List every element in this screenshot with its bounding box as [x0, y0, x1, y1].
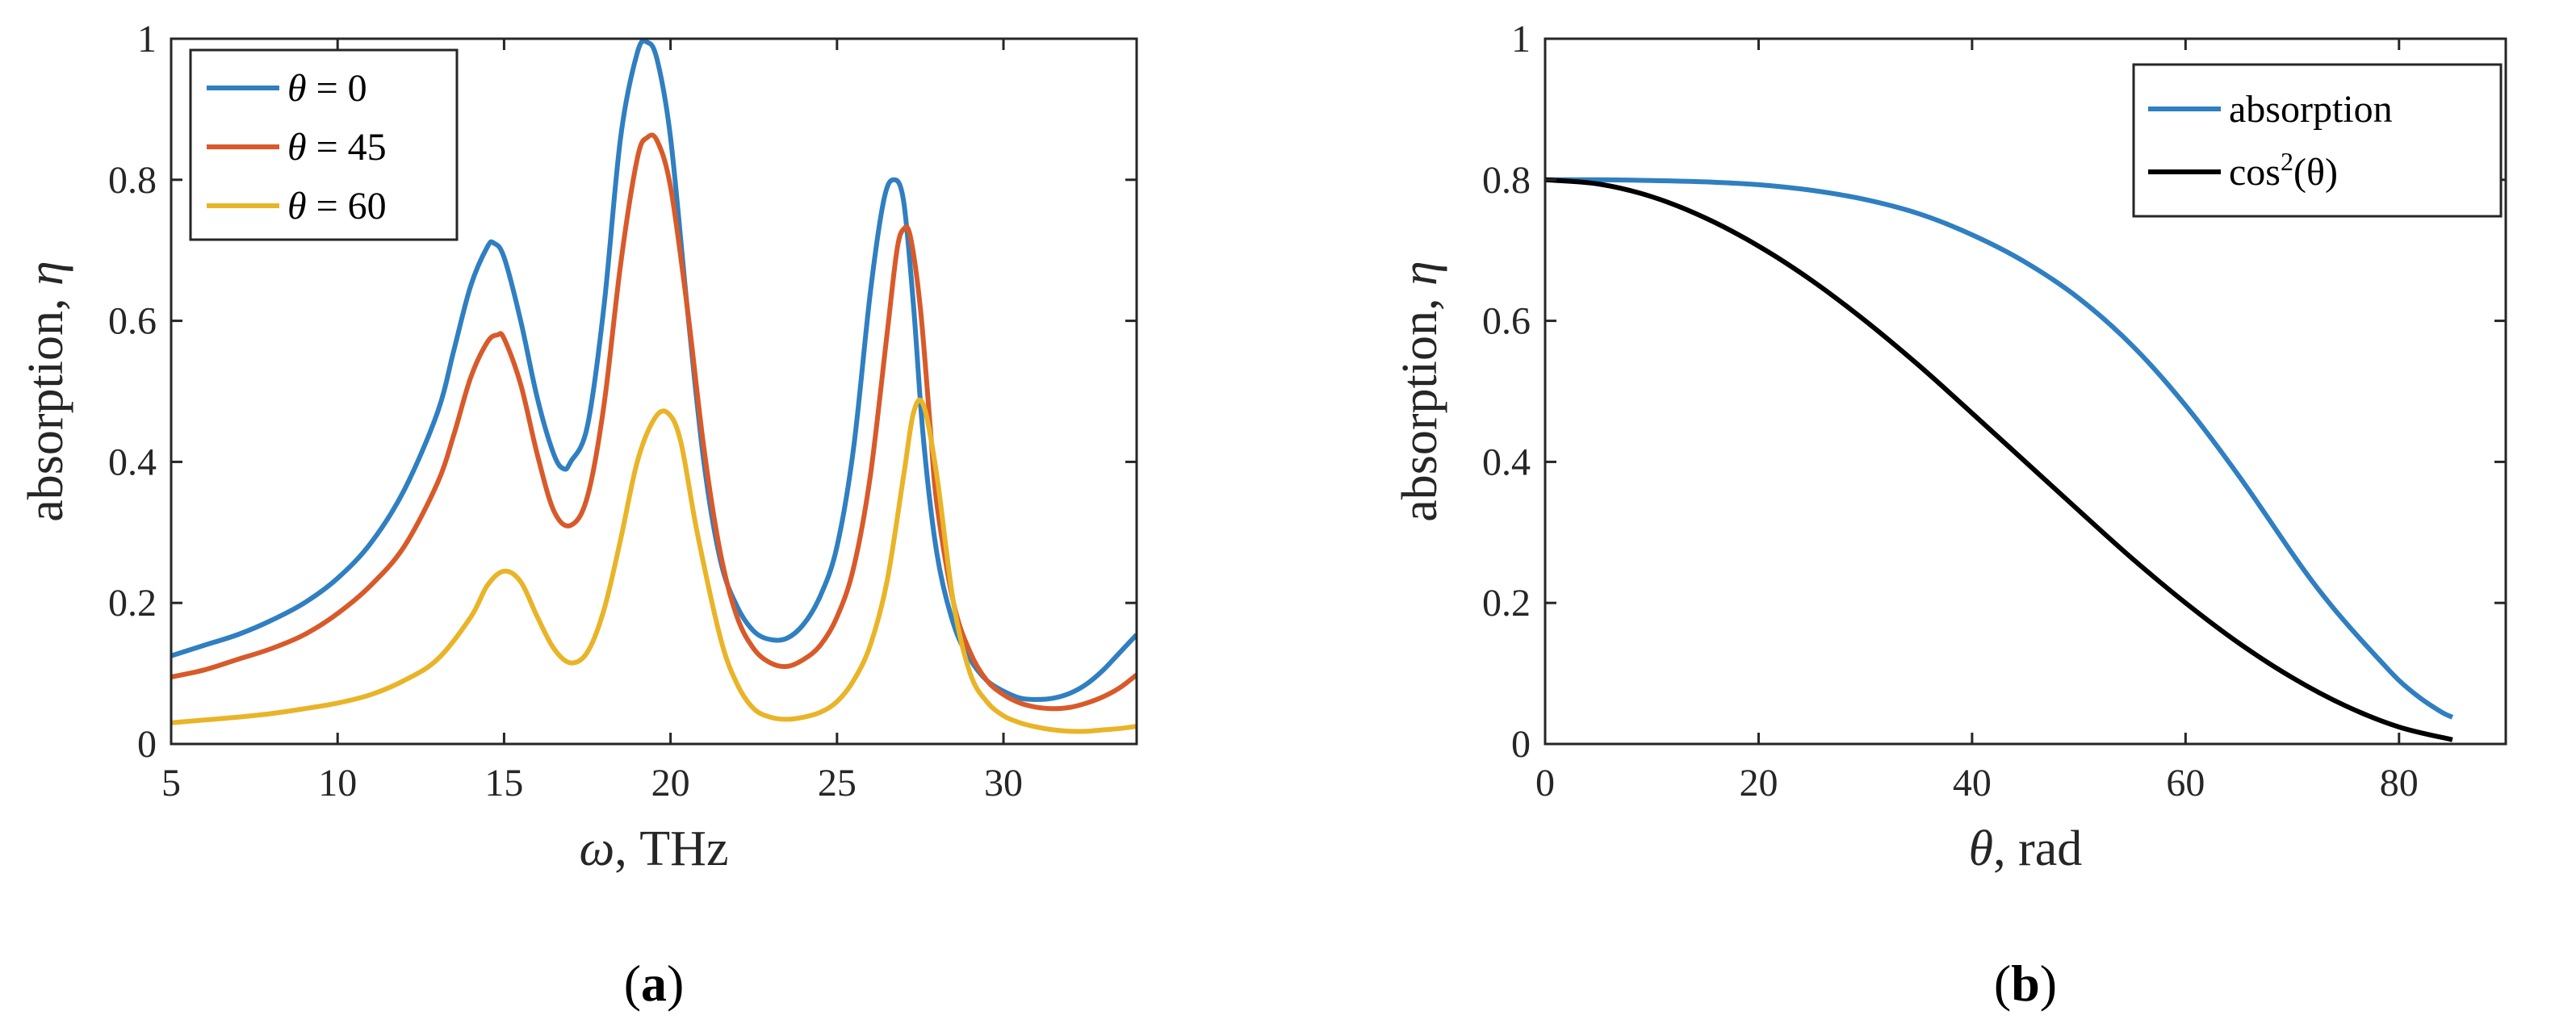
panel-a-x-tick-label-4: 25: [818, 762, 857, 804]
panel-b-y-tick-label-4: 0.8: [1482, 159, 1531, 202]
panel-b-axes-box: [1544, 37, 2507, 746]
panel-a-x-tick-label-1: 10: [318, 762, 357, 804]
panel-b-x-tick-label-4: 80: [2380, 762, 2419, 804]
panel-a-legend-entry-1: θ = 45: [287, 126, 387, 169]
panel-b-series-line-1: [1545, 177, 2453, 742]
panel-b-legend-box: [2132, 63, 2503, 218]
panel-a-x-tick-label-3: 20: [651, 762, 690, 804]
panel-a-x-axis-label: ω, THz: [580, 821, 729, 876]
panel-b-x-tick-label-0: 0: [1535, 762, 1555, 804]
panel-b-y-tick-label-1: 0.2: [1482, 582, 1531, 625]
panel-b-series: [1545, 177, 2454, 742]
panel-b-y-tick-label-0: 0: [1511, 723, 1531, 766]
panel-a-legend-entry-2: θ = 60: [287, 185, 387, 228]
panel-a-series-line-2: [171, 397, 1137, 734]
panel-a: 5 10 15 20 25 30 0 0.2 0.4 0.6 0.8 1 ω, THz absorpt…: [19, 18, 1138, 1012]
panel-a-y-tick-label-5: 1: [137, 18, 157, 61]
panel-b-y-tick-label-3: 0.6: [1482, 300, 1531, 343]
panel-b-x-tick-label-2: 40: [1953, 762, 1992, 804]
panel-a-legend: θ = 0 θ = 45 θ = 60: [189, 48, 459, 241]
panel-b-legend-entry-1: cos2(θ): [2229, 147, 2338, 194]
panel-a-sublabel: (a): [624, 955, 685, 1012]
panel-a-series: [171, 39, 1137, 734]
panel-b-series-line-0: [1545, 177, 2454, 720]
panel-b-y-axis-label: absorption, η: [1393, 261, 1447, 522]
panel-a-y-tick-label-2: 0.4: [108, 441, 157, 483]
panel-a-series-line-1: [171, 132, 1137, 712]
panel-b-sublabel: (b): [1994, 955, 2057, 1012]
panel-a-ticks: 5 10 15 20 25 30 0 0.2 0.4 0.6 0.8 1: [108, 18, 1137, 804]
panel-a-x-tick-label-2: 15: [484, 762, 523, 804]
panel-a-x-tick-label-5: 30: [984, 762, 1023, 804]
panel-b-x-tick-label-3: 60: [2166, 762, 2205, 804]
panel-b: 0 20 40 60 80 0 0.2 0.4 0.6 0.8 1 θ, rad absorptio…: [1393, 18, 2507, 1012]
panel-a-y-tick-label-1: 0.2: [108, 582, 157, 625]
panel-a-y-tick-label-4: 0.8: [108, 159, 157, 202]
panel-a-y-tick-label-3: 0.6: [108, 300, 157, 343]
panel-b-x-axis-label: θ, rad: [1969, 821, 2083, 876]
panel-a-legend-entry-0: θ = 0: [287, 67, 367, 110]
panel-b-x-tick-label-1: 20: [1739, 762, 1778, 804]
panel-b-y-tick-label-2: 0.4: [1482, 441, 1531, 483]
panel-a-x-tick-label-0: 5: [161, 762, 181, 804]
panel-b-legend-entry-0: absorption: [2229, 88, 2393, 131]
panel-b-y-tick-label-5: 1: [1511, 18, 1531, 61]
panel-a-y-tick-label-0: 0: [137, 723, 157, 766]
panel-b-legend: absorption cos2(θ): [2132, 63, 2503, 218]
panel-a-axes-box: [170, 37, 1138, 746]
panel-a-y-axis-label: absorption, η: [19, 261, 73, 522]
